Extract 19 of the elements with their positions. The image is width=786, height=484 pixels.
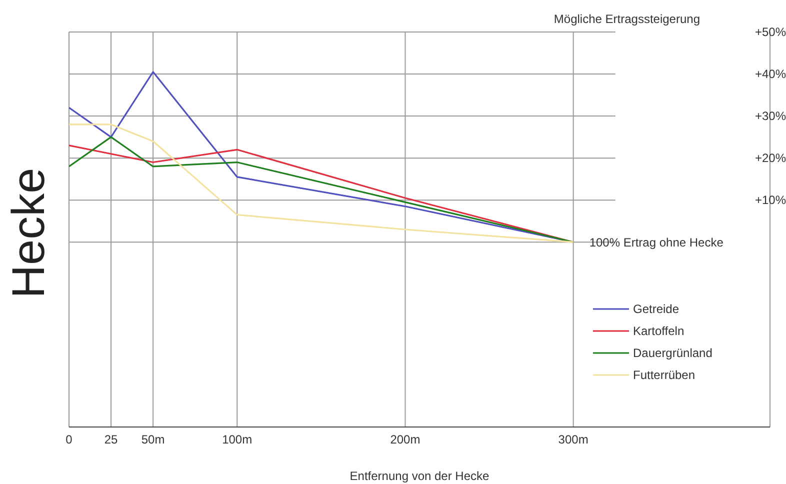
x-tick-label: 100m — [222, 432, 252, 447]
legend-label: Dauergrünland — [633, 346, 712, 360]
x-tick-label: 25 — [104, 432, 118, 447]
x-tick-label: 300m — [558, 432, 588, 447]
annotation: 100% Ertrag ohne Hecke — [589, 235, 724, 250]
y-tick-label: +20% — [754, 151, 786, 166]
y-tick-label: +30% — [754, 109, 786, 124]
y-axis-title: Hecke — [2, 166, 54, 300]
y-tick-label: +10% — [754, 193, 786, 208]
x-tick-label: 0 — [66, 432, 73, 447]
legend-label: Kartoffeln — [633, 324, 684, 338]
x-axis-title: Entfernung von der Hecke — [350, 469, 490, 483]
y-tick-label: +50% — [754, 25, 786, 39]
y-tick-label: +40% — [754, 67, 786, 82]
x-tick-label: 50m — [141, 432, 165, 447]
text: Mögliche Ertragssteigerung — [554, 12, 700, 26]
legend-label: Getreide — [633, 302, 680, 316]
legend-label: Futterrüben — [633, 368, 696, 382]
x-tick-label: 200m — [390, 432, 420, 447]
